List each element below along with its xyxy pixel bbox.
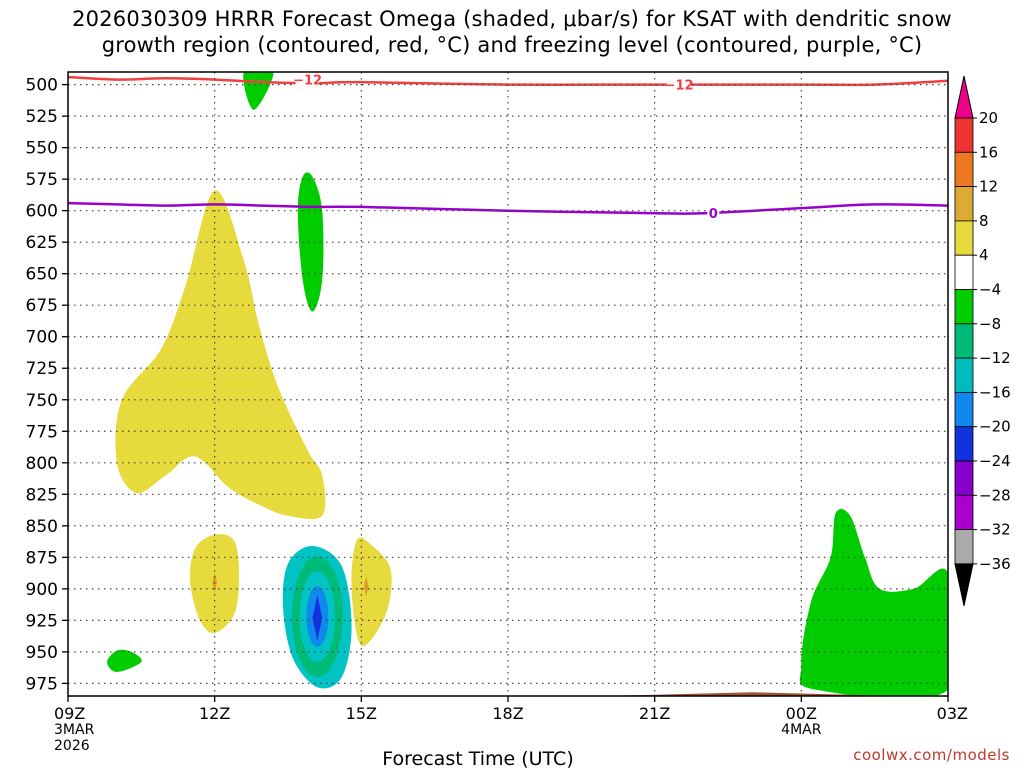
y-tick-label: 800 [26, 454, 58, 474]
colorbar-segment [954, 151, 974, 188]
colorbar-segment [954, 289, 974, 325]
y-tick-label: 925 [26, 611, 58, 631]
x-tick-label: 15Z [346, 704, 377, 723]
colorbar-segment [954, 460, 974, 496]
dgz-contour-label: −12 [293, 74, 322, 89]
freezing-label-bg [707, 205, 720, 221]
y-tick-label: 600 [26, 202, 58, 222]
colorbar-label: −16 [979, 383, 1011, 401]
x-tick-label: 18Z [492, 704, 523, 723]
x-tick-year: 2026 [54, 738, 90, 754]
colorbar-segment [954, 494, 974, 530]
colorbar-top-arrow [954, 75, 974, 119]
chart-title: 2026030309 HRRR Forecast Omega (shaded, … [0, 6, 1024, 58]
x-axis-label: Forecast Time (UTC) [382, 748, 573, 768]
colorbar-segment [954, 323, 974, 359]
x-tick-label: 12Z [199, 704, 230, 723]
colorbar-label: −8 [979, 315, 1001, 333]
y-tick-label: 725 [26, 359, 58, 379]
colorbar-segment [954, 426, 974, 462]
y-tick-label: 700 [26, 328, 58, 348]
colorbar-label: 12 [979, 178, 998, 196]
y-tick-label: 775 [26, 422, 58, 442]
y-tick-label: 625 [26, 233, 58, 253]
y-tick-label: 525 [26, 107, 58, 127]
x-tick-label: 09Z [54, 704, 85, 723]
colorbar-bottom-arrow [954, 563, 974, 607]
y-tick-label: 825 [26, 485, 58, 505]
y-tick-label: 900 [26, 580, 58, 600]
colorbar-segment [954, 391, 974, 428]
omega-core-orange-dot-15z [363, 576, 369, 597]
y-tick-label: 875 [26, 548, 58, 568]
colorbar-label: 16 [979, 143, 998, 161]
colorbar-label: −28 [979, 486, 1011, 504]
y-tick-label: 975 [26, 674, 58, 694]
colorbar-label: −24 [979, 452, 1011, 470]
credit-text[interactable]: coolwx.com/models [853, 746, 1010, 764]
colorbar-label: −20 [979, 418, 1011, 436]
y-tick-label: 750 [26, 391, 58, 411]
title-line-1: 2026030309 HRRR Forecast Omega (shaded, … [72, 7, 952, 31]
y-tick-label: 650 [26, 265, 58, 285]
colorbar-label: 20 [979, 109, 998, 127]
colorbar-segment [954, 529, 974, 565]
y-tick-label: 550 [26, 139, 58, 159]
colorbar-label: −32 [979, 521, 1011, 539]
colorbar-segment [954, 220, 974, 256]
terrain-surface [68, 692, 948, 696]
dgz-label-bg-1 [667, 76, 692, 92]
colorbar-segment [954, 357, 974, 393]
dgz-label-bg-0 [295, 71, 320, 87]
y-tick-label: 675 [26, 296, 58, 316]
omega-region-ascent-10z [107, 649, 142, 672]
x-tick-label: 00Z [786, 704, 817, 723]
y-tick-label: 850 [26, 517, 58, 537]
omega-region-ascent-00z [799, 509, 948, 696]
dgz-contour-label: −12 [665, 79, 694, 94]
shaded-layer [68, 72, 948, 696]
colorbar-label: −36 [979, 555, 1011, 573]
colorbar-segment [954, 254, 974, 290]
title-line-2: growth region (contoured, red, °C) and f… [101, 33, 923, 57]
colorbar-label: 8 [979, 212, 989, 230]
colorbar-label: −4 [979, 281, 1001, 299]
x-tick-label: 21Z [639, 704, 670, 723]
x-tick-label: 03Z [937, 704, 968, 723]
colorbar-label: −12 [979, 349, 1011, 367]
omega-core-blue-core [312, 595, 323, 641]
y-tick-label: 950 [26, 643, 58, 663]
x-tick-date: 3MAR [54, 722, 95, 738]
freezing-contour-label: 0 [709, 207, 718, 222]
colorbar-segment [954, 117, 974, 153]
colorbar-segment [954, 186, 974, 222]
x-tick-date: 4MAR [781, 722, 822, 738]
y-tick-label: 575 [26, 170, 58, 190]
y-tick-label: 500 [26, 76, 58, 96]
freezing-level-line [68, 201, 948, 215]
omega-region-descent-main [115, 190, 326, 520]
colorbar-label: 4 [979, 246, 989, 264]
